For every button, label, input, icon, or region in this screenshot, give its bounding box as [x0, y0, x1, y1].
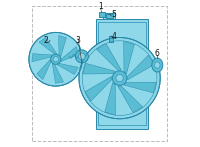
Polygon shape [97, 44, 121, 70]
Polygon shape [83, 63, 115, 74]
FancyBboxPatch shape [99, 12, 105, 17]
Circle shape [116, 75, 123, 82]
FancyBboxPatch shape [96, 19, 148, 129]
Ellipse shape [152, 58, 163, 72]
Polygon shape [32, 54, 52, 62]
Polygon shape [37, 60, 51, 80]
Circle shape [112, 71, 127, 85]
Polygon shape [39, 38, 57, 54]
Ellipse shape [79, 53, 85, 60]
Circle shape [53, 57, 58, 62]
FancyBboxPatch shape [106, 14, 113, 18]
Text: 5: 5 [112, 10, 117, 19]
Circle shape [51, 54, 61, 64]
Polygon shape [124, 41, 134, 74]
Polygon shape [124, 82, 156, 93]
Ellipse shape [75, 50, 88, 63]
Ellipse shape [155, 62, 160, 68]
Polygon shape [118, 86, 143, 113]
Circle shape [29, 32, 83, 86]
Polygon shape [61, 47, 79, 61]
Polygon shape [128, 55, 154, 80]
Text: 1: 1 [98, 2, 103, 11]
Polygon shape [85, 76, 112, 101]
Polygon shape [57, 64, 78, 74]
FancyBboxPatch shape [98, 22, 146, 125]
Text: 6: 6 [155, 49, 160, 58]
Polygon shape [59, 35, 66, 57]
Text: 3: 3 [76, 36, 80, 45]
FancyBboxPatch shape [103, 13, 115, 19]
Text: 2: 2 [43, 36, 48, 45]
Polygon shape [105, 82, 115, 115]
Text: 4: 4 [112, 32, 117, 41]
Polygon shape [52, 64, 64, 83]
Circle shape [79, 37, 160, 119]
FancyBboxPatch shape [109, 36, 113, 42]
